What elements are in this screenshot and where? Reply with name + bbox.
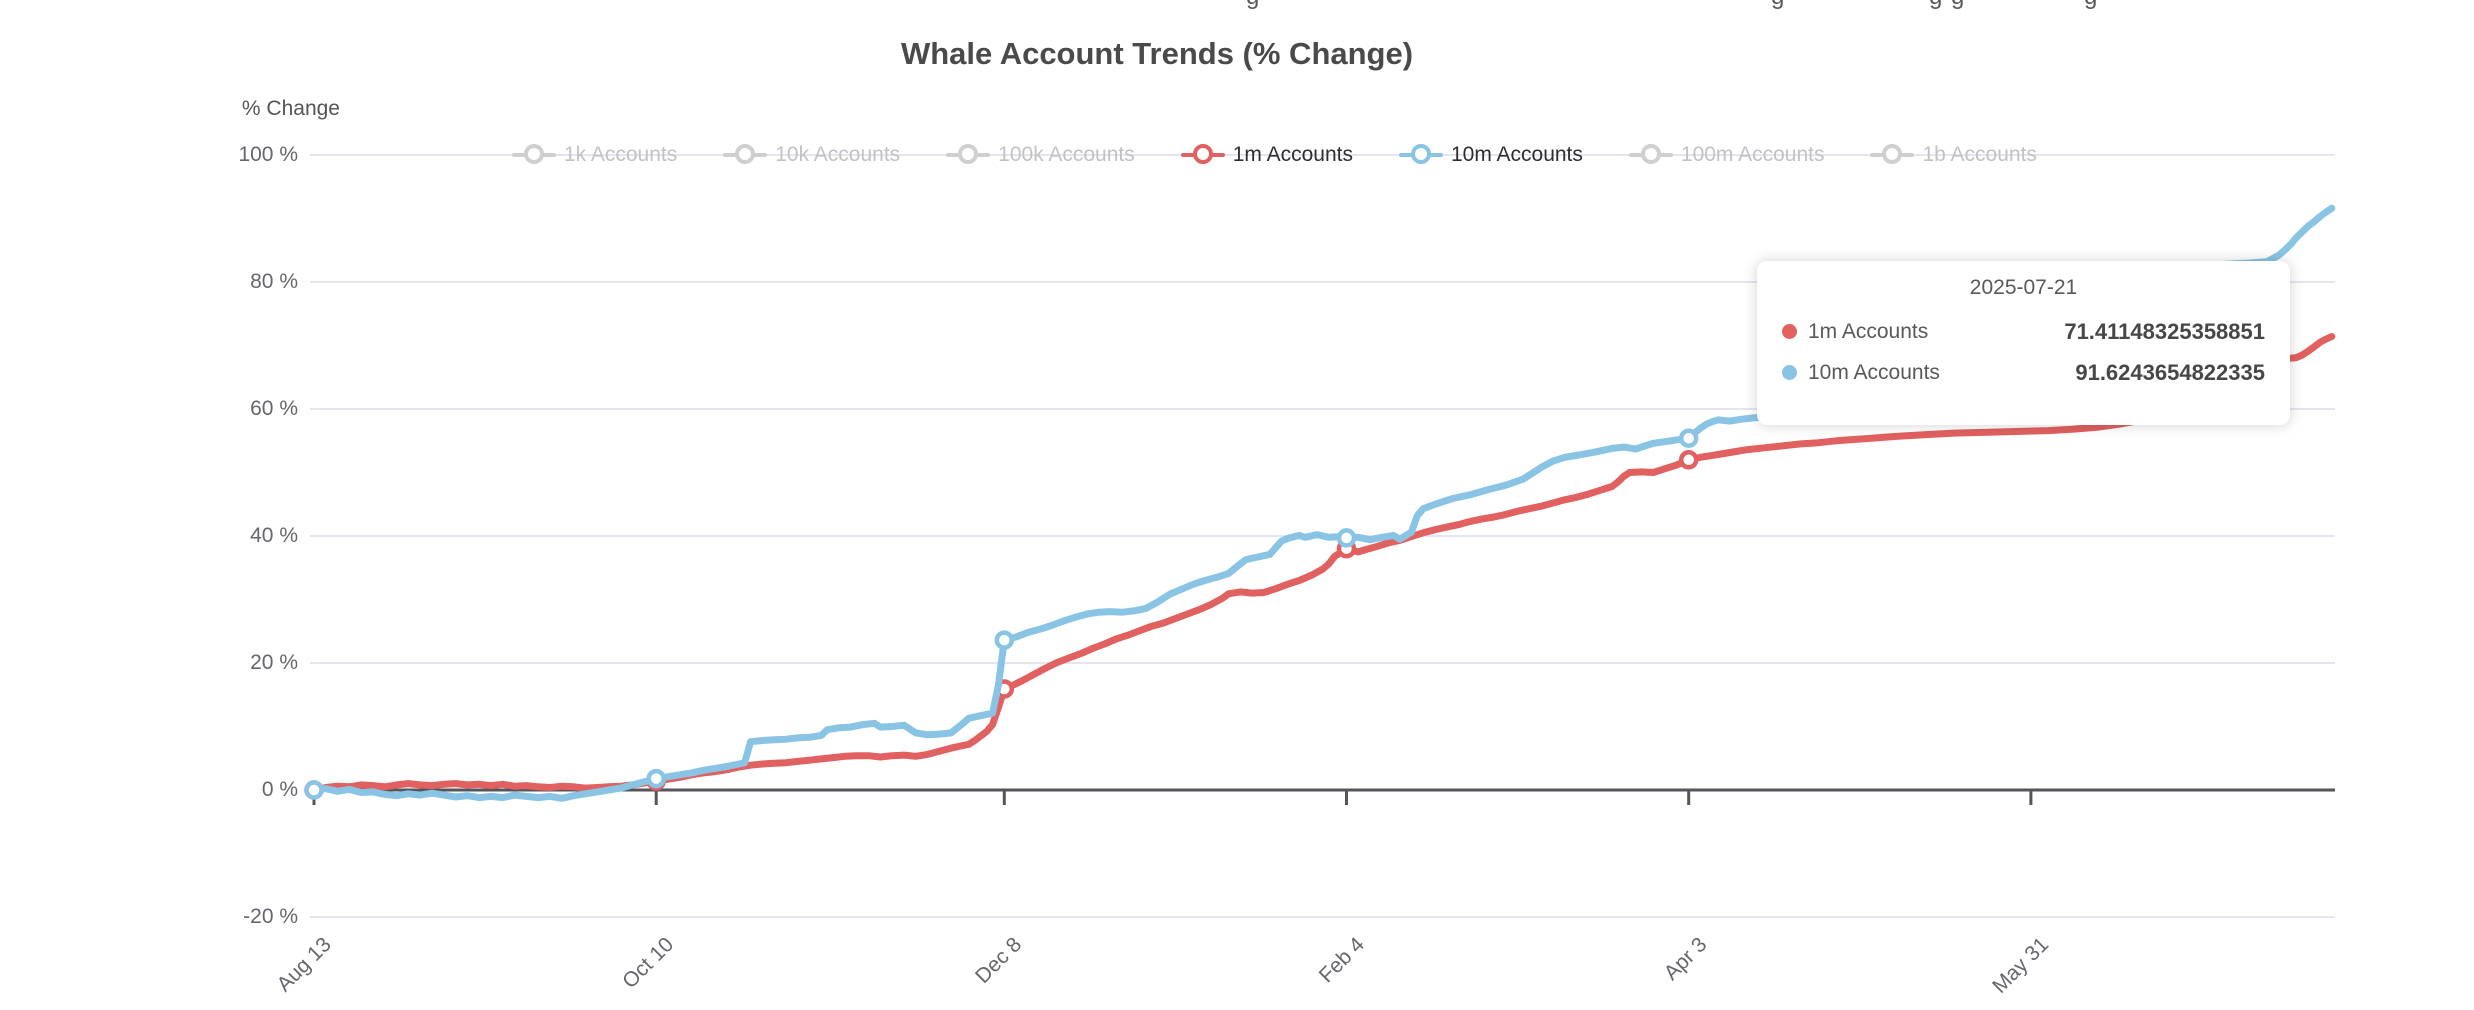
legend-item-label: 10m Accounts: [1450, 143, 1583, 166]
tooltip: 2025-07-21 1m Accounts 71.41148325358851 1…: [1757, 261, 2290, 425]
series-marker-icon: [646, 768, 666, 789]
legend-item-label: 1k Accounts: [564, 143, 678, 166]
y-tick-label: 100 %: [238, 143, 298, 166]
clipped-glyph: g: [1951, 0, 1964, 11]
legend-item-10k-accounts[interactable]: 10k Accounts: [723, 143, 900, 167]
legend-marker-icon: [946, 144, 991, 166]
series-marker-icon: [1678, 428, 1699, 448]
clipped-glyph: g: [1771, 0, 1784, 11]
series-marker-icon: [994, 630, 1015, 650]
y-axis-title: % Change: [241, 97, 340, 120]
chart-title: Whale Account Trends (% Change): [900, 36, 1414, 71]
series-dot-icon: [1782, 365, 1797, 380]
legend-item-label: 1m Accounts: [1232, 143, 1353, 166]
legend-item-1b-accounts[interactable]: 1b Accounts: [1870, 143, 2037, 167]
tooltip-date: 2025-07-21: [1969, 276, 2078, 299]
legend-marker-icon: [512, 144, 556, 166]
legend-item-label: 10k Accounts: [775, 143, 901, 166]
legend-marker-icon: [1628, 144, 1673, 166]
y-tick-label: -20 %: [243, 905, 298, 928]
legend-item-label: 100k Accounts: [998, 143, 1135, 166]
tooltip-row: 1m Accounts 71.41148325358851: [1782, 311, 2265, 352]
legend-marker-icon: [723, 144, 768, 166]
legend: 1k Accounts 10k Accounts 100k Accounts 1m A…: [512, 133, 2037, 177]
tooltip-series-value: 71.41148325358851: [2064, 318, 2265, 344]
legend-item-100k-accounts[interactable]: 100k Accounts: [946, 143, 1135, 167]
tooltip-series-label: 10m Accounts: [1808, 360, 1940, 384]
y-tick-label: 20 %: [250, 651, 298, 674]
legend-item-1k-accounts[interactable]: 1k Accounts: [512, 143, 677, 167]
legend-marker-icon: [1870, 144, 1915, 166]
series-marker-icon: [304, 780, 324, 800]
legend-marker-icon: [1180, 144, 1225, 166]
series-dot-icon: [1782, 324, 1797, 339]
y-tick-label: 60 %: [250, 397, 298, 420]
legend-item-label: 100m Accounts: [1680, 143, 1825, 166]
tooltip-series-label: 1m Accounts: [1808, 319, 1929, 343]
series-marker-icon: [1678, 450, 1699, 470]
top-clipped-text: ggggg: [0, 0, 2474, 14]
legend-item-100m-accounts[interactable]: 100m Accounts: [1628, 143, 1825, 167]
legend-marker-icon: [1398, 144, 1443, 166]
clipped-glyph: g: [2084, 0, 2097, 11]
y-tick-label: 80 %: [250, 270, 298, 293]
legend-item-1m-accounts[interactable]: 1m Accounts: [1180, 143, 1353, 167]
y-tick-label: 40 %: [250, 524, 298, 547]
clipped-glyph: g: [1929, 0, 1942, 11]
series-marker-icon: [1336, 528, 1357, 548]
legend-item-10m-accounts[interactable]: 10m Accounts: [1398, 143, 1583, 167]
tooltip-series-value: 91.6243654822335: [2075, 359, 2265, 385]
tooltip-row: 10m Accounts 91.6243654822335: [1782, 352, 2265, 393]
legend-item-label: 1b Accounts: [1922, 143, 2037, 166]
clipped-glyph: g: [1246, 0, 1259, 11]
y-tick-label: 0 %: [261, 778, 298, 801]
